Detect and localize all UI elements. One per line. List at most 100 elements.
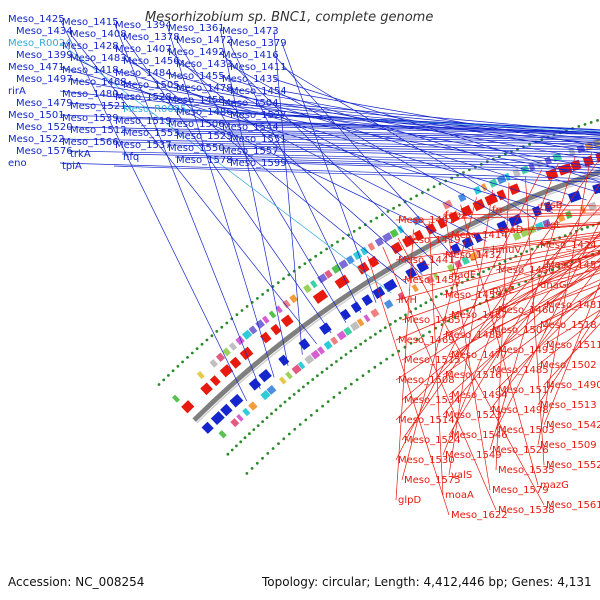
forward-cds [181,400,195,414]
gc-skew-dot [279,404,282,408]
gc-skew-dot [297,389,301,393]
reverse-cds [220,403,233,417]
gc-content-dot [190,351,194,355]
forward-cog-colored [480,183,488,192]
reverse-leader-line [281,90,600,147]
reverse-gene-label: Meso_1506 [168,119,225,130]
gc-content-dot [186,356,189,359]
forward-gene-label: Meso_1485 [492,365,549,376]
gc-content-dot [235,313,239,316]
gc-content-dot [303,262,307,265]
inner-track-dot [261,456,264,460]
genome-summary: Topology: circular; Length: 4,412,446 bp… [261,575,592,589]
forward-cds [390,241,403,255]
forward-leader-line [395,245,600,381]
forward-leader-line [401,251,600,321]
reverse-cog-colored [468,251,479,262]
reverse-leader-line [273,126,600,135]
forward-cog-colored [352,250,363,260]
gc-skew-dot [503,259,507,263]
inner-track-dot [250,467,254,470]
reverse-gene-label: Meso_1550 [168,143,225,154]
reverse-cog-colored [356,318,365,327]
inner-track-dot [373,365,377,369]
gc-skew-dot [586,225,589,229]
forward-gene-label: Meso_1494 [451,390,508,401]
forward-leader-line [524,176,545,466]
forward-gene-label: Meso_1453 [404,275,461,286]
gc-content-dot [596,119,599,122]
reverse-cds [496,220,509,233]
forward-cds [312,289,329,304]
reverse-cds [258,368,272,383]
gc-content-dot [358,226,362,230]
forward-cds [356,261,370,275]
forward-leader-line [495,286,600,391]
gc-content-dot [398,203,401,207]
inner-track-dot [271,447,275,450]
reverse-leader-line [113,21,261,390]
gc-content-dot [181,360,185,364]
reverse-gene-label: Meso_1435 [222,74,279,85]
inner-track-dot [415,338,419,341]
reverse-leader-line [121,81,600,169]
forward-cog-colored [338,259,349,270]
reverse-cds [361,294,373,306]
forward-gene-label: Meso_1432 [445,250,502,261]
gc-content-dot [176,364,180,368]
forward-cog-colored [331,263,342,274]
forward-leader-line [395,245,600,301]
forward-leader-line [442,265,600,336]
forward-leader-line [428,220,444,496]
reverse-gene-label: Meso_R0024 [8,38,72,49]
gc-skew-dot [288,396,291,400]
reverse-cds [473,232,483,243]
inner-track-dot [446,319,450,323]
inner-track-dot [266,452,270,455]
forward-gene-label: Meso_1490 [546,380,600,391]
forward-cog-colored [512,168,521,178]
forward-gene-label: Meso_1488 [445,330,502,341]
reverse-gene-label: Meso_1473 [222,26,279,37]
reverse-cds [543,201,553,212]
reverse-cog-colored [242,407,251,417]
gc-content-dot [577,125,581,128]
reverse-leader-line [219,51,439,267]
gc-skew-dot [226,452,230,456]
reverse-cog-colored [285,371,293,380]
reverse-gene-label: Meso_1458 [168,95,225,106]
reverse-cog-colored [336,330,347,341]
forward-cog-colored [209,358,218,368]
reverse-leader-line [166,96,600,140]
gc-skew-dot [434,295,438,299]
gc-content-dot [200,342,204,346]
reverse-leader-line [67,126,600,138]
forward-gene-label: Meso_1622 [451,510,508,521]
forward-gene-label: moaA [445,490,474,501]
gc-content-dot [245,305,249,308]
gc-content-dot [386,210,390,213]
forward-leader-line [395,231,600,261]
reverse-gene-label: Meso_1471 [8,62,65,73]
forward-leader-line [489,157,576,451]
reverse-leader-line [281,66,537,220]
gc-skew-dot [359,342,362,346]
reverse-cds [298,338,311,351]
inner-track-dot [245,472,249,475]
inner-track-dot [321,404,324,408]
reverse-leader-line [113,93,600,144]
gc-content-dot [314,254,318,258]
inner-track-dot [349,382,353,386]
gc-skew-dot [374,332,377,336]
reverse-cog-colored [411,284,419,293]
gc-content-dot [341,237,345,240]
reverse-gene-label: eno [8,158,27,169]
gc-skew-dot [440,292,443,296]
forward-gene-label: hmuV [492,245,521,256]
forward-gene-label: Meso_1424 [540,240,597,251]
reverse-leader-line [113,165,600,183]
reverse-gene-label: Meso_1505 [123,80,180,91]
gc-skew-dot [414,307,418,311]
forward-leader-line [495,288,600,351]
reverse-gene-label: Meso_1557 [222,146,279,157]
